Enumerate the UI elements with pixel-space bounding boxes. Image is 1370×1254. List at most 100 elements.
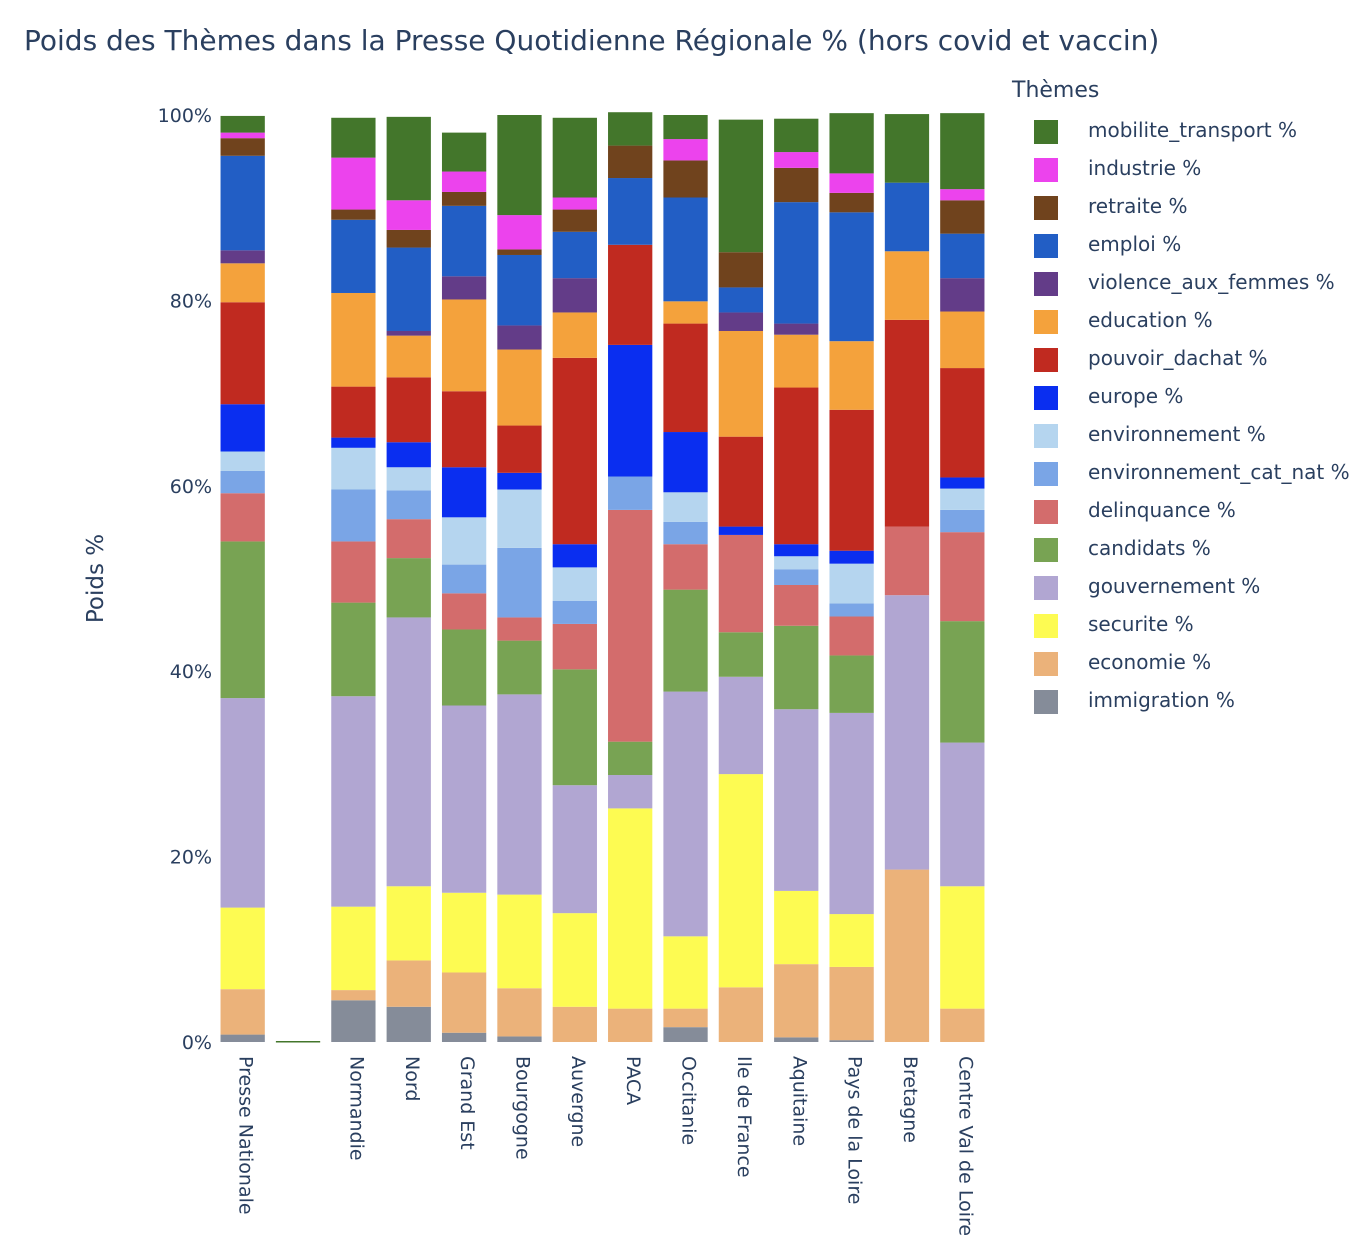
legend-title: Thèmes [1012, 78, 1100, 103]
legend-item[interactable]: retraite % [1034, 190, 1364, 228]
bar-segment-europe [718, 526, 764, 535]
bar-segment-immigration [220, 1034, 265, 1042]
x-tick-label: Normandie [345, 1056, 367, 1161]
bar-segment-candidats [608, 741, 653, 776]
legend-item[interactable]: pouvoir_dachat % [1034, 342, 1364, 380]
bar-segment-pouvoir-dachat [663, 323, 708, 433]
legend-label: immigration % [1088, 688, 1235, 712]
bar-segment-environnement [441, 517, 487, 565]
bar-segment-industrie [552, 197, 597, 210]
legend-item[interactable]: delinquance % [1034, 494, 1364, 532]
bar-segment-europe [331, 437, 376, 448]
bar-segment-retraite [774, 167, 819, 203]
bar-segment-securite [829, 914, 874, 967]
bar-segment-economie [331, 990, 376, 1001]
bar-segment-industrie [331, 157, 376, 210]
bar-segment-emploi [441, 205, 487, 277]
bar-segment-industrie [497, 215, 542, 250]
legend-label: candidats % [1088, 536, 1211, 560]
legend-label: education % [1088, 308, 1213, 332]
bar-segment-environnement-cat-nat [774, 569, 819, 585]
bar-segment-environnement-cat-nat [331, 489, 376, 542]
bar-segment-economie [940, 1008, 985, 1042]
legend-swatch [1034, 538, 1058, 562]
bar-segment-gouvernement [884, 595, 930, 870]
legend-swatch [1034, 690, 1058, 714]
legend-item[interactable]: emploi % [1034, 228, 1364, 266]
bar-segment-environnement [940, 488, 985, 510]
legend-item[interactable]: violence_aux_femmes % [1034, 266, 1364, 304]
legend: mobilite_transport % industrie % retraite … [1034, 114, 1364, 722]
bar-segment-mobilite-transport [497, 115, 542, 216]
bar-segment-industrie [829, 173, 874, 193]
legend-swatch [1034, 310, 1058, 334]
bar-segment-retraite [608, 145, 653, 179]
bar-segment-retraite [829, 192, 874, 213]
x-tick-label: Bourgogne [511, 1056, 533, 1160]
bar-segment-economie [663, 1008, 708, 1028]
bar-segment-securite [441, 892, 487, 973]
legend-item[interactable]: candidats % [1034, 532, 1364, 570]
bar-segment-candidats [663, 589, 708, 692]
bar-segment-securite [940, 886, 985, 1009]
bar-segment-education [663, 301, 708, 324]
bar-segment-pouvoir-dachat [497, 425, 542, 473]
bar-segment-emploi [331, 219, 376, 293]
bar-segment-economie [718, 987, 764, 1042]
bar-segment-delinquance [718, 534, 764, 633]
bar-segment-violence-aux-femmes [497, 325, 542, 350]
bar-segment-mobilite-transport [829, 113, 874, 174]
bar-segment-emploi [940, 233, 985, 279]
bar-segment-education [940, 311, 985, 369]
bar-segment-retraite [331, 209, 376, 220]
bar-segment-emploi [386, 247, 431, 331]
bar-segment-economie [608, 1008, 653, 1042]
bar-segment-retraite [718, 252, 764, 288]
legend-item[interactable]: europe % [1034, 380, 1364, 418]
bar-segment-securite [386, 886, 431, 961]
bar-segment-violence-aux-femmes [940, 278, 985, 312]
bar-segment-securite [220, 907, 265, 990]
legend-swatch [1034, 234, 1058, 258]
bar-segment-delinquance [552, 623, 597, 670]
legend-label: economie % [1088, 650, 1212, 674]
bar-segment-delinquance [497, 617, 542, 641]
bar-segment-delinquance [884, 526, 930, 596]
bar-segment-mobilite-transport [940, 113, 985, 190]
bar-segment-economie [829, 966, 874, 1041]
legend-label: violence_aux_femmes % [1088, 270, 1335, 294]
bar-segment-emploi [220, 155, 265, 251]
bar-segment-delinquance [940, 532, 985, 622]
legend-item[interactable]: mobilite_transport % [1034, 114, 1364, 152]
bar-segment-environnement-cat-nat [829, 603, 874, 617]
bar-segment-violence-aux-femmes [718, 312, 764, 331]
bar-segment-industrie [386, 200, 431, 230]
bar-segment-europe [552, 544, 597, 568]
x-tick-label: Presse Nationale [235, 1056, 257, 1215]
legend-item[interactable]: immigration % [1034, 684, 1364, 722]
bar-segment-securite [774, 890, 819, 965]
bar-segment-environnement [497, 489, 542, 548]
bar-segment-mobilite-transport [774, 118, 819, 153]
legend-item[interactable]: environnement % [1034, 418, 1364, 456]
legend-item[interactable]: securite % [1034, 608, 1364, 646]
bar-segment-industrie [220, 132, 265, 139]
bar-segment-economie [220, 989, 265, 1035]
bar-segment-delinquance [386, 519, 431, 559]
bar-segment-emploi [718, 287, 764, 313]
legend-swatch [1034, 424, 1058, 448]
bar-segment-industrie [441, 171, 487, 192]
legend-item[interactable]: education % [1034, 304, 1364, 342]
legend-item[interactable]: industrie % [1034, 152, 1364, 190]
bar-segment-emploi [884, 182, 930, 252]
legend-item[interactable]: economie % [1034, 646, 1364, 684]
bar-segment-retraite [497, 249, 542, 255]
y-tick-label: 20% [170, 847, 212, 869]
legend-swatch [1034, 386, 1058, 410]
bar-segment-gouvernement [774, 709, 819, 891]
bar-segment-environnement [386, 467, 431, 491]
legend-item[interactable]: gouvernement % [1034, 570, 1364, 608]
bar-segment-europe [663, 432, 708, 493]
legend-item[interactable]: environnement_cat_nat % [1034, 456, 1364, 494]
